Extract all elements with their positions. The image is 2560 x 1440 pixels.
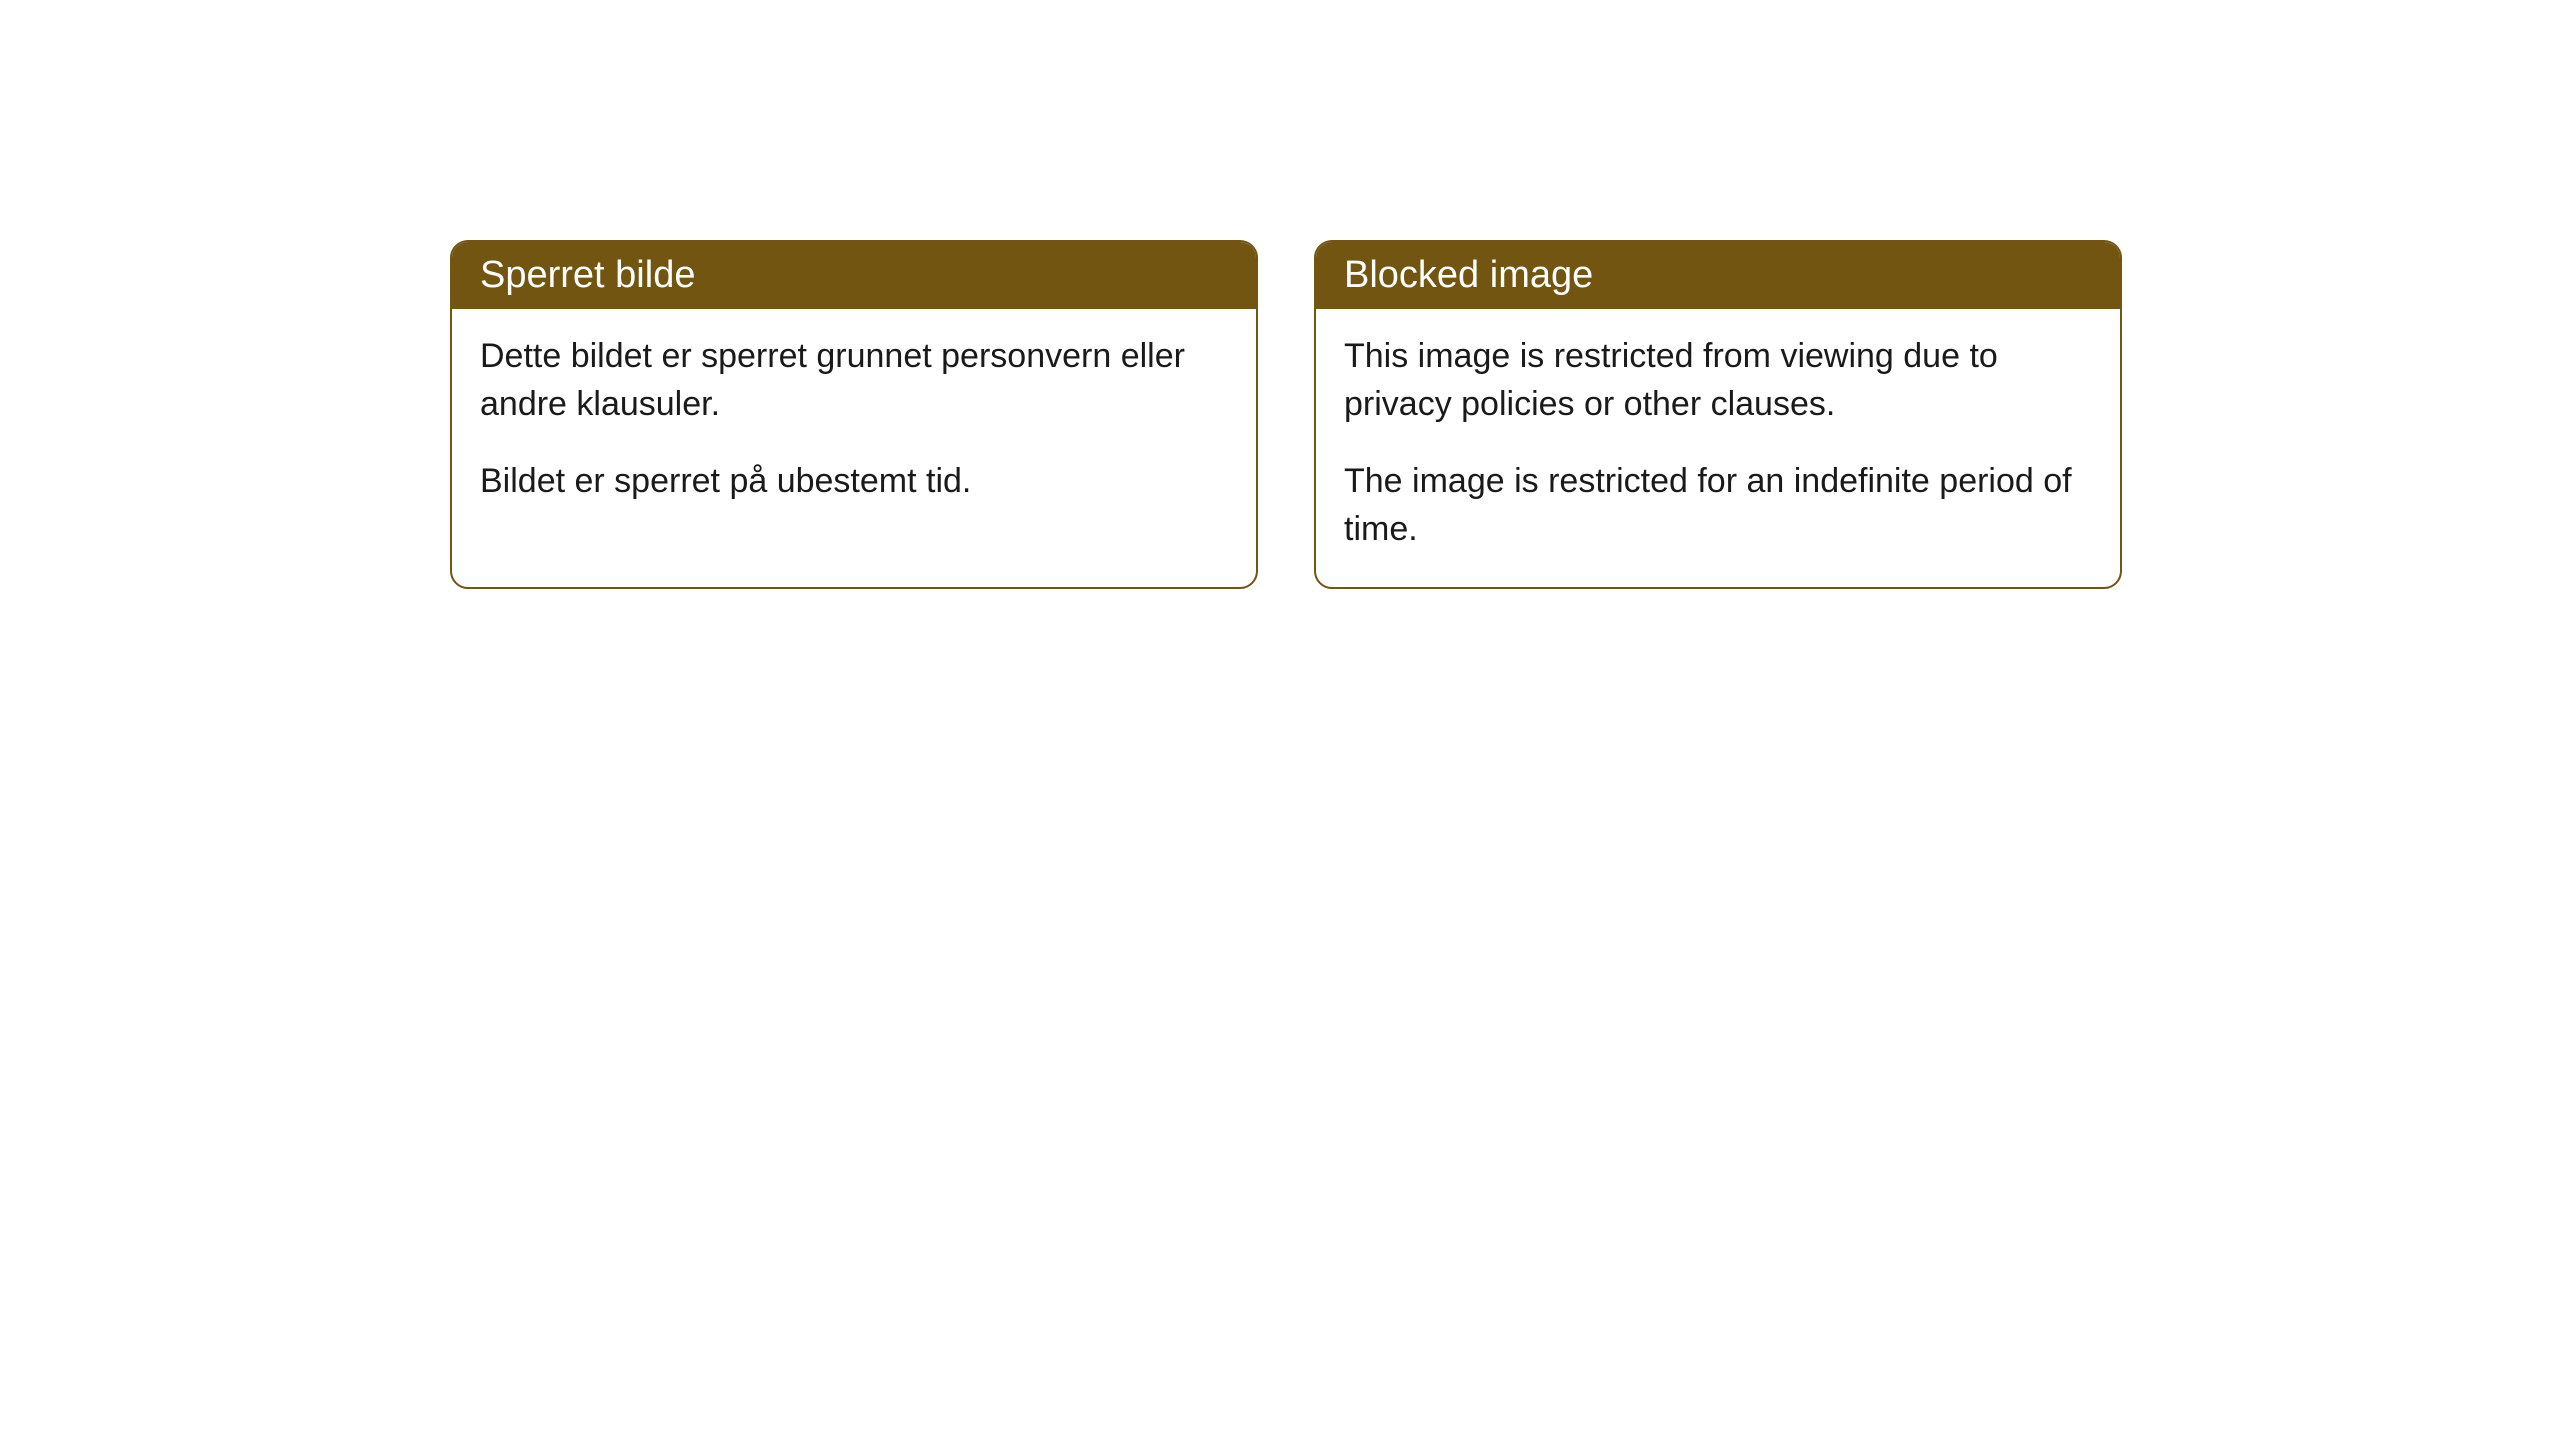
card-paragraph-2-english: The image is restricted for an indefinit… bbox=[1344, 458, 2092, 553]
card-header-english: Blocked image bbox=[1316, 242, 2120, 309]
card-body-english: This image is restricted from viewing du… bbox=[1316, 309, 2120, 587]
card-paragraph-1-norwegian: Dette bildet er sperret grunnet personve… bbox=[480, 333, 1228, 428]
card-paragraph-2-norwegian: Bildet er sperret på ubestemt tid. bbox=[480, 458, 1228, 506]
card-body-norwegian: Dette bildet er sperret grunnet personve… bbox=[452, 309, 1256, 540]
notice-card-english: Blocked image This image is restricted f… bbox=[1314, 240, 2122, 589]
card-header-norwegian: Sperret bilde bbox=[452, 242, 1256, 309]
card-paragraph-1-english: This image is restricted from viewing du… bbox=[1344, 333, 2092, 428]
notice-card-norwegian: Sperret bilde Dette bildet er sperret gr… bbox=[450, 240, 1258, 589]
notice-cards-container: Sperret bilde Dette bildet er sperret gr… bbox=[450, 240, 2560, 589]
